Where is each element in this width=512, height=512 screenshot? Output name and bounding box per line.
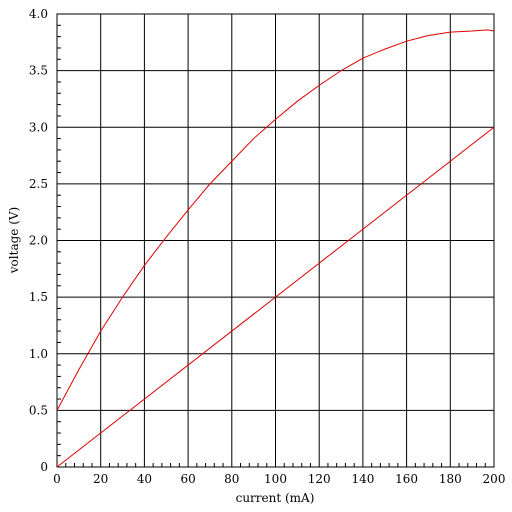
x-tick-label: 160 — [395, 472, 418, 486]
x-tick-label: 60 — [180, 472, 195, 486]
plot-frame — [56, 13, 495, 468]
x-tick-label: 140 — [351, 472, 374, 486]
x-tick-labels: 0 20 40 60 80 100 120 140 160 180 200 — [53, 472, 505, 486]
x-tick-label: 0 — [53, 472, 61, 486]
x-tick-label: 200 — [483, 472, 506, 486]
y-axis-label: voltage (V) — [7, 207, 21, 274]
y-tick-labels: 0 0.5 1.0 1.5 2.0 2.5 3.0 3.5 4.0 — [29, 7, 48, 474]
x-tick-label: 40 — [137, 472, 152, 486]
y-tick-label: 0 — [40, 460, 48, 474]
y-tick-label: 1.5 — [29, 290, 48, 304]
y-tick-label: 3.5 — [29, 64, 48, 78]
minor-ticks — [57, 24, 486, 467]
x-tick-label: 120 — [308, 472, 331, 486]
series-layer — [56, 29, 495, 468]
y-tick-label: 2.5 — [29, 177, 48, 191]
series-line-1 — [56, 29, 495, 411]
x-tick-label: 100 — [264, 472, 287, 486]
y-tick-label: 2.0 — [29, 234, 48, 248]
x-tick-label: 80 — [224, 472, 239, 486]
y-tick-label: 4.0 — [29, 7, 48, 21]
y-tick-label: 3.0 — [29, 120, 48, 134]
series-line-2 — [56, 126, 495, 468]
y-tick-label: 0.5 — [29, 403, 48, 417]
x-tick-label: 20 — [93, 472, 108, 486]
y-tick-label: 1.0 — [29, 347, 48, 361]
x-tick-label: 180 — [439, 472, 462, 486]
x-axis-label: current (mA) — [236, 491, 315, 505]
